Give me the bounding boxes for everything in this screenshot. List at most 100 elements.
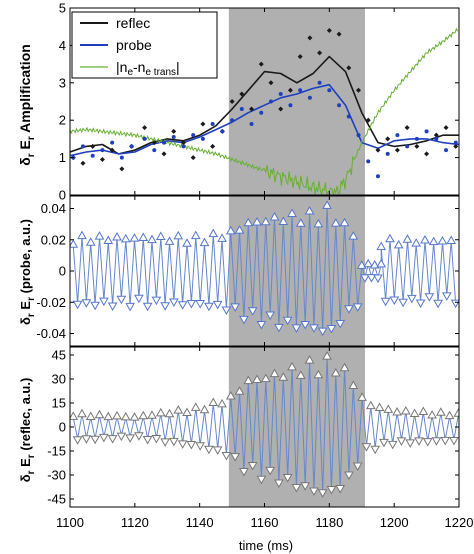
reflec-point [278,106,284,112]
mid-oscillation-marker [155,231,166,240]
mid-oscillation-marker [169,298,179,307]
bot-oscillation-marker [274,479,284,489]
top-shaded-region [228,8,365,195]
mid-oscillation-marker [190,230,201,240]
bot-oscillation-marker [326,486,337,495]
mid-oscillation-marker [204,302,214,312]
mid-oscillation-marker [81,299,92,308]
probe-point [366,159,371,164]
mid-oscillation-marker [164,236,175,245]
bot-ytick-label: 45 [52,348,66,363]
probe-point [162,140,167,145]
probe-point [259,110,264,115]
mid-oscillation-marker [173,230,184,240]
mid-oscillation-marker [446,235,457,244]
bot-oscillation-marker [422,438,433,447]
mid-oscillation-marker [366,274,377,283]
mid-oscillation-marker [252,217,262,226]
bot-oscillation-marker [81,435,92,444]
mid-oscillation-marker [437,236,448,245]
mid-oscillation-marker [441,292,452,301]
reflec-point [385,136,391,142]
probe-point [80,144,85,149]
mid-oscillation-marker [428,236,439,246]
bot-oscillation-marker [282,473,293,483]
mid-oscillation-marker [120,233,131,243]
probe-point [200,136,205,141]
legend: reflec probe |ne-ne trans| [71,11,218,79]
mid-ytick-label: -0.04 [36,326,66,341]
top-ytick-label: 2 [59,113,66,128]
bot-oscillation-marker [357,392,367,401]
mid-oscillation-marker [177,301,188,310]
mid-oscillation-marker [85,237,96,246]
bot-oscillation-marker [239,468,249,477]
reflec-point [151,140,157,146]
probe-point [249,121,254,126]
probe-point [385,151,390,156]
bot-oscillation-marker [313,369,324,379]
bot-oscillation-marker [339,362,350,372]
bot-oscillation-marker [225,391,236,400]
middle-ylabel: δr Er (probe, a.u.) [18,219,37,325]
mid-oscillation-marker [369,259,380,269]
mid-oscillation-marker [225,225,236,235]
mid-ytick-label: -0.02 [36,295,66,310]
bot-oscillation-marker [125,434,135,443]
bot-oscillation-marker [155,407,166,417]
x-tick-label: 1100 [56,515,84,530]
bot-oscillation-marker [348,380,359,390]
mid-oscillation-marker [151,296,162,306]
mid-oscillation-marker [363,258,374,268]
bot-oscillation-marker [212,446,223,455]
mid-oscillation-marker [393,239,404,249]
reflec-point [229,99,235,104]
bot-oscillation-marker [70,411,79,420]
reflec-oscillation-panel: -45 -30 -15 0 15 30 45 [47,346,460,508]
bot-oscillation-marker [330,368,341,377]
mid-oscillation-marker [450,299,459,309]
mid-oscillation-marker [300,320,311,330]
mid-oscillation-marker [70,239,79,248]
reflec-point [424,151,430,157]
mid-oscillation-marker [142,302,153,312]
x-tick-label: 1180 [315,515,343,530]
bot-oscillation-marker [374,402,385,411]
bot-oscillation-marker [405,439,416,448]
mid-oscillation-marker [160,302,171,311]
mid-plot-area [70,200,459,337]
probe-point [307,95,312,100]
mid-oscillation-marker [103,235,114,244]
bot-oscillation-marker [269,368,280,378]
bot-oscillation-marker [94,409,105,419]
mid-oscillation-marker [330,218,341,227]
legend-label-reflec: reflec [116,15,150,31]
mid-oscillation-marker [411,238,422,247]
bot-oscillation-marker [427,410,437,419]
mid-oscillation-marker [72,300,83,310]
probe-point [142,136,147,141]
mid-oscillation-marker [256,321,267,330]
bot-oscillation-marker [352,462,363,472]
mid-oscillation-marker [282,316,293,326]
bot-oscillation-marker [182,407,192,417]
bot-oscillation-marker [147,410,157,419]
mid-oscillation-marker [195,300,206,309]
mid-oscillation-marker [269,212,280,221]
mid-oscillation-marker [208,228,219,238]
bot-oscillation-marker [107,435,118,444]
mid-oscillation-marker [424,293,435,302]
bot-oscillation-marker [72,436,83,445]
probe-point [230,118,235,123]
mid-oscillation-marker [221,306,232,315]
mid-oscillation-marker [212,300,223,310]
probe-point [395,133,400,138]
x-axis-label: time (ms) [239,538,293,553]
bot-ytick-label: 30 [52,372,66,387]
bot-oscillation-marker [164,408,175,418]
probe-point [346,114,351,119]
bot-oscillation-marker [379,438,389,448]
reflec-point [200,121,206,127]
bot-oscillation-marker [317,489,328,498]
x-axis: 1100 1120 1140 1160 1180 1200 1220 [56,515,473,530]
